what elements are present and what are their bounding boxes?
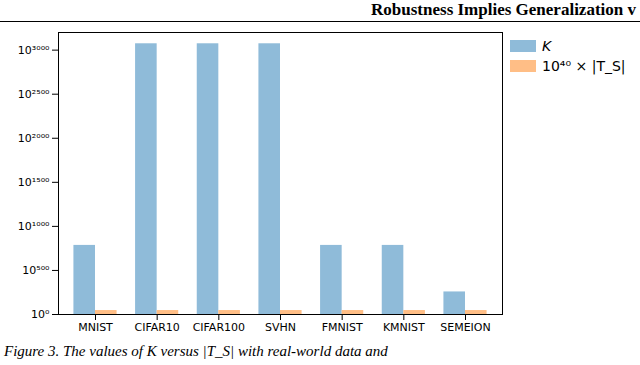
html-text:10⁴⁰ × |T_S|: 10⁴⁰ × |T_S|: [542, 58, 626, 74]
svg-text:MNIST: MNIST: [78, 321, 113, 334]
svg-text:SEMEION: SEMEION: [440, 321, 491, 334]
svg-text:SVHN: SVHN: [265, 321, 296, 334]
html-text:Figure 3. The values of K vers: Figure 3. The values of K versus |T_S| w…: [4, 343, 388, 359]
html-text:Robustness Implies Generalizat: Robustness Implies Generalization v: [371, 0, 636, 19]
svg-text:10³⁰⁰⁰: 10³⁰⁰⁰: [18, 44, 50, 57]
html-text:K: K: [542, 38, 552, 54]
svg-text:CIFAR100: CIFAR100: [193, 321, 245, 334]
svg-text:10²⁰⁰⁰: 10²⁰⁰⁰: [18, 132, 50, 145]
svg-text:10¹⁵⁰⁰: 10¹⁵⁰⁰: [18, 176, 50, 189]
svg-text:10⁵⁰⁰: 10⁵⁰⁰: [22, 264, 50, 277]
svg-text:10⁰: 10⁰: [31, 308, 50, 321]
svg-text:FMNIST: FMNIST: [322, 321, 363, 334]
svg-text:10¹⁰⁰⁰: 10¹⁰⁰⁰: [18, 220, 50, 233]
svg-text:KMNIST: KMNIST: [383, 321, 425, 334]
svg-text:10²⁵⁰⁰: 10²⁵⁰⁰: [18, 88, 50, 101]
svg-text:CIFAR10: CIFAR10: [134, 321, 179, 334]
